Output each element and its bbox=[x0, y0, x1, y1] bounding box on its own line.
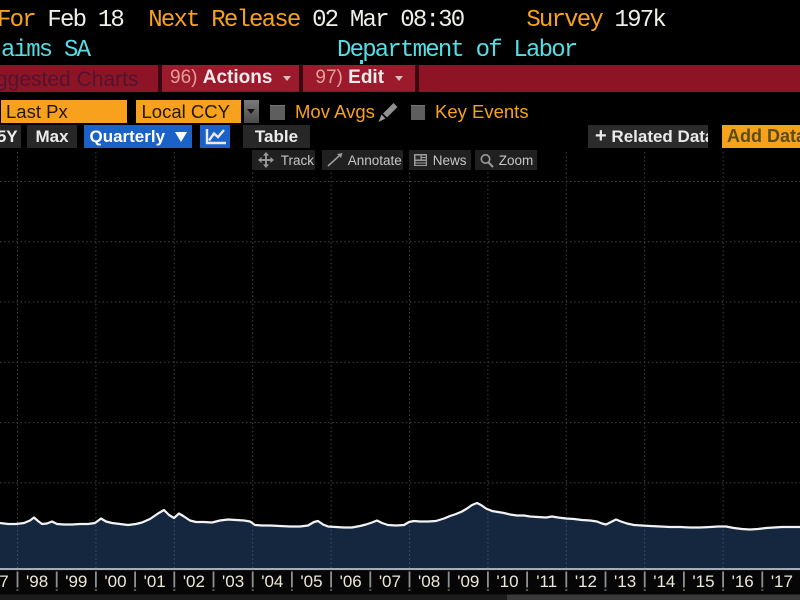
svg-text:'04: '04 bbox=[261, 572, 283, 591]
svg-text:'01: '01 bbox=[144, 572, 166, 591]
svg-text:'13: '13 bbox=[614, 572, 636, 591]
svg-text:'11: '11 bbox=[536, 572, 557, 591]
svg-text:'12: '12 bbox=[575, 572, 597, 591]
svg-text:'06: '06 bbox=[340, 572, 362, 591]
svg-text:'14: '14 bbox=[653, 572, 675, 591]
svg-text:'02: '02 bbox=[183, 572, 205, 591]
svg-text:'08: '08 bbox=[418, 572, 440, 591]
svg-text:'16: '16 bbox=[732, 572, 754, 591]
svg-text:'17: '17 bbox=[771, 572, 793, 591]
svg-text:'07: '07 bbox=[379, 572, 401, 591]
svg-text:'98: '98 bbox=[26, 572, 48, 591]
svg-text:'09: '09 bbox=[457, 572, 479, 591]
svg-text:'99: '99 bbox=[65, 572, 87, 591]
svg-text:'10: '10 bbox=[496, 572, 518, 591]
svg-text:'00: '00 bbox=[104, 572, 126, 591]
svg-text:'15: '15 bbox=[692, 572, 714, 591]
svg-text:'05: '05 bbox=[300, 572, 322, 591]
svg-text:7: 7 bbox=[0, 572, 9, 591]
svg-text:'03: '03 bbox=[222, 572, 244, 591]
